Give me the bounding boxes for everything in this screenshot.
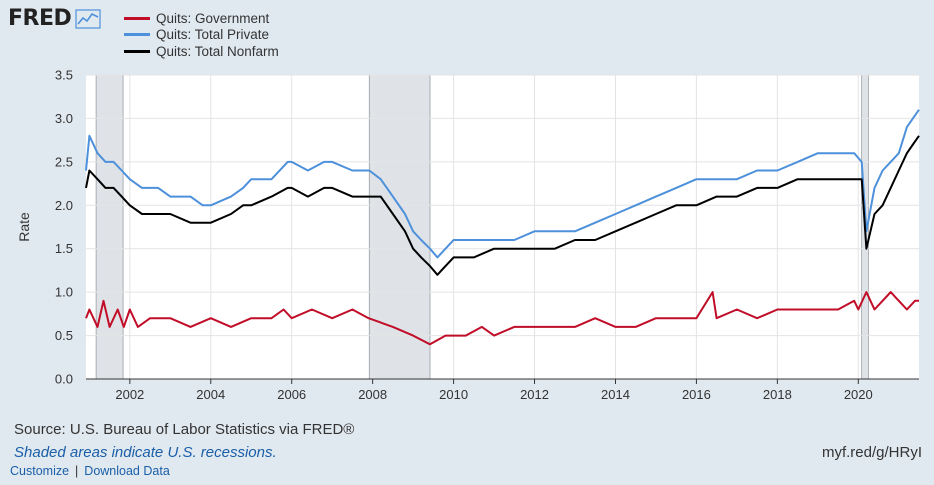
x-tick-label: 2006 bbox=[277, 387, 306, 402]
legend-label-total-nonfarm: Quits: Total Nonfarm bbox=[156, 43, 279, 59]
x-tick-label: 2002 bbox=[115, 387, 144, 402]
y-tick-label: 2.0 bbox=[55, 198, 73, 213]
x-tick-label: 2004 bbox=[196, 387, 225, 402]
x-tick-label: 2016 bbox=[682, 387, 711, 402]
recession-band-0 bbox=[95, 74, 124, 380]
fred-logo[interactable]: FRED bbox=[8, 6, 101, 31]
legend-swatch-total-private bbox=[124, 33, 150, 37]
legend-item-total-private: Quits: Total Private bbox=[124, 27, 279, 44]
x-tick-label: 2014 bbox=[601, 387, 630, 402]
chart-legend: Quits: Government Quits: Total Private Q… bbox=[124, 10, 279, 60]
x-tick-label: 2008 bbox=[358, 387, 387, 402]
series-line-quits-total-nonfarm bbox=[85, 135, 920, 276]
customize-link[interactable]: Customize bbox=[10, 464, 70, 478]
x-tick-label: 2020 bbox=[844, 387, 873, 402]
y-axis-label: Rate bbox=[16, 212, 32, 242]
legend-label-total-private: Quits: Total Private bbox=[156, 27, 270, 43]
x-tick-label: 2018 bbox=[763, 387, 792, 402]
series-line-quits-total-private bbox=[85, 109, 920, 259]
y-tick-label: 1.5 bbox=[55, 241, 73, 256]
footer-links: Customize | Download Data bbox=[10, 464, 170, 478]
line-chart-icon bbox=[75, 8, 101, 29]
fred-logo-text: FRED bbox=[8, 6, 72, 31]
series-line-quits-government bbox=[85, 291, 919, 346]
y-tick-label: 0.0 bbox=[55, 372, 73, 387]
x-tick-label: 2010 bbox=[439, 387, 468, 402]
y-tick-label: 2.5 bbox=[55, 154, 73, 169]
plot-area bbox=[86, 75, 919, 379]
y-tick-label: 0.5 bbox=[55, 328, 73, 343]
link-separator: | bbox=[75, 464, 79, 478]
recession-band-1 bbox=[368, 74, 431, 380]
gridlines bbox=[86, 74, 919, 379]
source-text: Source: U.S. Bureau of Labor Statistics … bbox=[14, 421, 355, 438]
axes: 0.0 0.5 1.0 1.5 2.0 2.5 3.0 3.5 2002 2004 2006 2008… bbox=[16, 68, 919, 402]
series-lines bbox=[85, 109, 920, 346]
short-url[interactable]: myf.red/g/HRyI bbox=[821, 444, 922, 461]
x-tick-label: 2012 bbox=[520, 387, 549, 402]
legend-item-total-nonfarm: Quits: Total Nonfarm bbox=[124, 43, 279, 60]
recession-note: Shaded areas indicate U.S. recessions. bbox=[14, 444, 277, 461]
legend-item-government: Quits: Government bbox=[124, 10, 279, 27]
y-tick-label: 3.0 bbox=[55, 111, 73, 126]
legend-swatch-government bbox=[124, 16, 150, 20]
download-data-link[interactable]: Download Data bbox=[84, 464, 170, 478]
y-tick-label: 1.0 bbox=[55, 285, 73, 300]
legend-swatch-total-nonfarm bbox=[124, 49, 150, 53]
legend-label-government: Quits: Government bbox=[156, 10, 270, 26]
y-tick-label: 3.5 bbox=[55, 68, 73, 83]
